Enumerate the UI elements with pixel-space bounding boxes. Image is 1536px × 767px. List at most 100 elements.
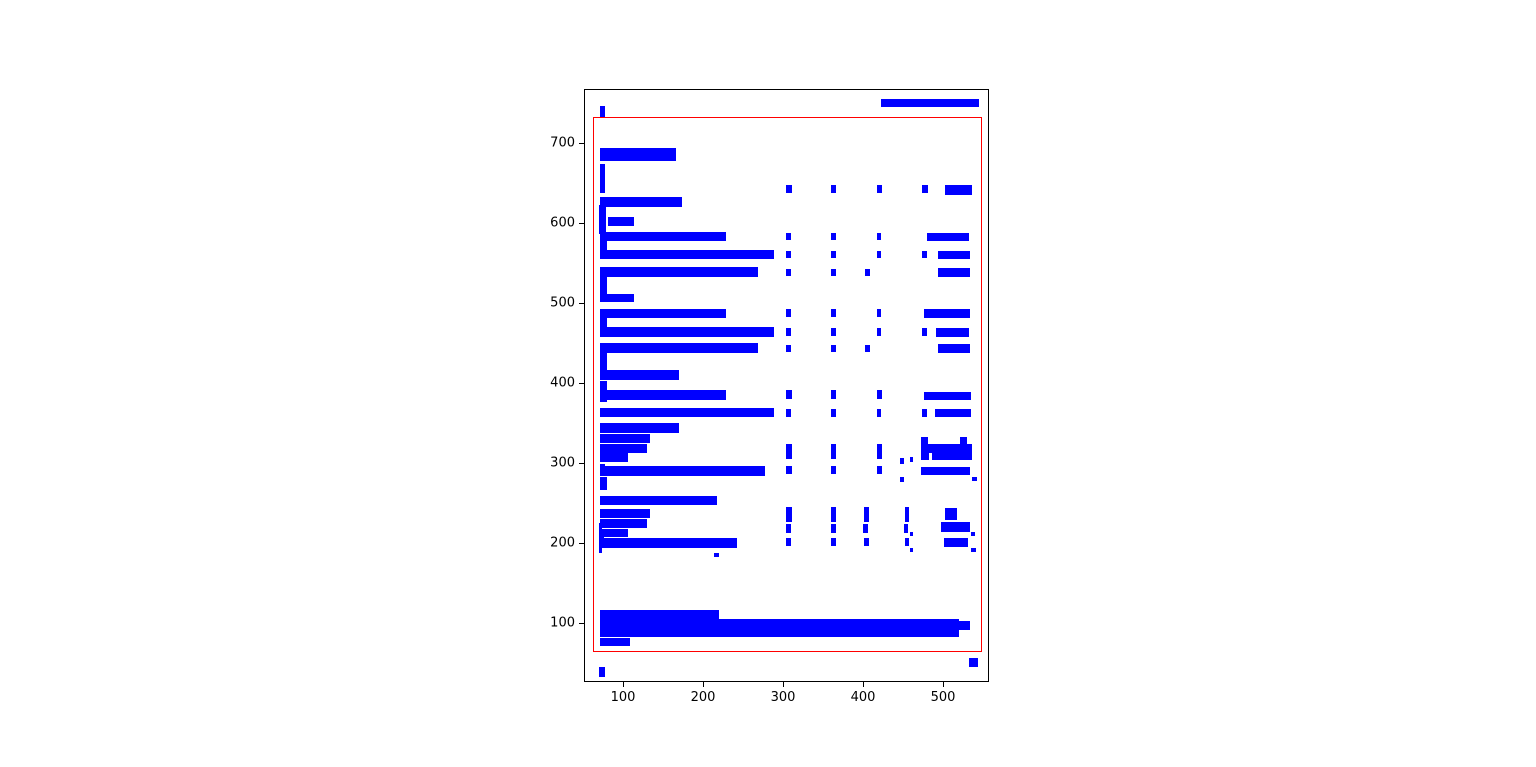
bounding-box <box>599 466 765 476</box>
bounding-box <box>599 205 607 235</box>
bounding-box <box>599 294 635 303</box>
y-tick-mark <box>579 302 584 304</box>
bounding-box <box>831 523 836 533</box>
bounding-box <box>864 268 871 276</box>
bounding-box <box>876 232 882 240</box>
bounding-box <box>599 106 605 117</box>
bounding-box <box>599 370 679 380</box>
x-tick-mark <box>622 682 624 687</box>
bounding-box <box>599 528 628 537</box>
bounding-box <box>941 522 971 532</box>
y-tick-label: 100 <box>550 615 575 631</box>
x-tick-label: 200 <box>690 690 716 705</box>
bounding-box <box>923 391 971 400</box>
bounding-box <box>969 658 979 667</box>
bounding-box <box>599 638 631 647</box>
bounding-box <box>863 523 868 533</box>
y-tick-mark <box>579 382 584 384</box>
bounding-box <box>910 547 914 552</box>
bounding-box <box>599 443 647 453</box>
x-tick-mark <box>702 682 704 687</box>
bounding-box <box>599 390 727 400</box>
bounding-box <box>786 185 792 194</box>
bounding-box <box>831 268 836 276</box>
bounding-box <box>935 408 971 418</box>
bounding-box <box>786 466 792 475</box>
bounding-box <box>599 453 628 463</box>
bounding-box <box>786 268 791 276</box>
bounding-box <box>831 466 836 475</box>
bounding-box <box>599 197 683 207</box>
x-tick-mark <box>782 682 784 687</box>
y-tick-label: 200 <box>550 535 575 551</box>
x-tick-label: 500 <box>930 690 956 705</box>
bounding-box <box>938 251 971 259</box>
highlight-rectangle <box>593 117 982 652</box>
bounding-box <box>599 519 647 528</box>
bounding-box <box>599 667 605 677</box>
bounding-box <box>786 232 791 240</box>
bounding-box <box>876 327 882 336</box>
bounding-box <box>863 507 870 523</box>
bounding-box <box>599 495 718 505</box>
bounding-box <box>904 538 910 547</box>
bounding-box <box>599 276 607 297</box>
bounding-box <box>599 352 607 373</box>
bounding-box <box>786 251 791 259</box>
bounding-box <box>599 231 727 241</box>
x-tick-mark <box>862 682 864 687</box>
y-tick-label: 700 <box>550 135 575 151</box>
bounding-box <box>831 390 836 399</box>
x-tick-label: 400 <box>850 690 876 705</box>
bounding-box <box>920 453 929 460</box>
bounding-box <box>831 344 836 352</box>
bounding-box <box>599 538 737 548</box>
bounding-box <box>959 436 967 444</box>
bounding-box <box>876 309 882 318</box>
bounding-box <box>921 467 971 475</box>
y-tick-mark <box>579 622 584 624</box>
bounding-box <box>935 327 969 337</box>
bounding-box <box>922 327 927 336</box>
x-tick-label: 300 <box>770 690 796 705</box>
bounding-box <box>599 407 775 417</box>
bounding-box <box>899 458 904 464</box>
bounding-box <box>831 327 836 336</box>
bounding-box <box>831 443 836 459</box>
bounding-box <box>927 232 970 242</box>
bounding-box <box>971 476 977 482</box>
bounding-box <box>831 408 836 417</box>
bounding-box <box>931 452 972 460</box>
bounding-box <box>786 344 791 352</box>
bounding-box <box>786 507 792 523</box>
bounding-box <box>880 99 979 107</box>
bounding-box <box>876 185 883 194</box>
bounding-box <box>971 531 975 536</box>
x-tick-mark <box>942 682 944 687</box>
bounding-box <box>786 538 791 547</box>
bounding-box <box>786 408 791 417</box>
bounding-box <box>876 390 883 399</box>
bounding-box <box>920 443 972 454</box>
bounding-box <box>599 327 775 337</box>
bounding-box <box>864 344 871 352</box>
y-tick-mark <box>579 542 584 544</box>
bounding-box <box>922 185 928 194</box>
bounding-box <box>910 531 914 536</box>
bounding-box <box>899 476 904 483</box>
y-tick-mark <box>579 142 584 144</box>
bounding-box <box>831 251 836 259</box>
bounding-box <box>714 552 719 557</box>
bounding-box <box>831 538 836 547</box>
bounding-box <box>599 267 759 277</box>
bounding-box <box>599 619 959 637</box>
bounding-box <box>831 185 836 194</box>
bounding-box <box>599 308 727 319</box>
bounding-box <box>831 507 836 523</box>
bounding-box <box>921 436 928 444</box>
bounding-box <box>831 232 836 240</box>
bounding-box <box>599 476 607 491</box>
bounding-box <box>904 507 910 523</box>
bounding-box <box>876 408 882 417</box>
